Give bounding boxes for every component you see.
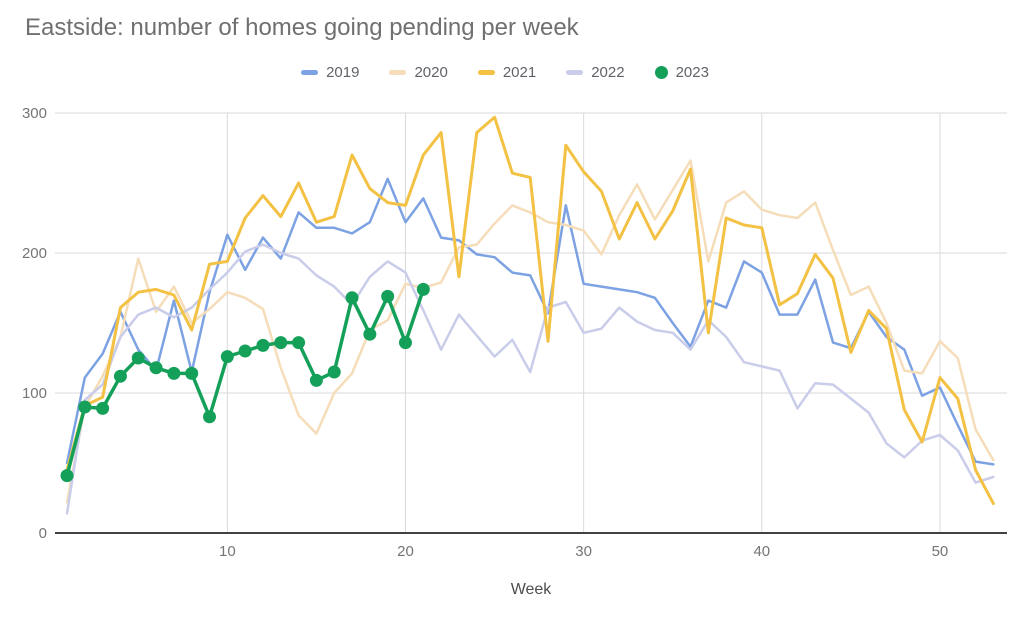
data-point-2023-week-4 [113,369,127,383]
legend-label-2019: 2019 [326,64,360,81]
data-point-2023-week-13 [274,336,288,350]
series-line-2021 [65,115,995,506]
data-point-2023-week-1 [60,469,74,483]
data-point-2023-week-17 [345,291,359,305]
y-tick-label-300: 300 [22,105,47,122]
data-point-2023-week-10 [220,350,234,364]
legend-swatch-2022 [566,70,584,75]
legend-item-2021: 2021 [477,64,537,81]
x-tick-label-50: 50 [932,543,949,560]
data-point-2023-week-8 [185,366,199,380]
x-tick-label-10: 10 [219,543,236,560]
series-line-2020 [65,159,995,504]
legend-swatch-2021 [477,70,495,75]
data-point-2023-week-15 [309,373,323,387]
legend-item-2023: 2023 [654,64,709,81]
legend-swatch-2023 [654,66,668,79]
x-tick-label-20: 20 [397,543,414,560]
data-point-2023-week-6 [149,361,163,375]
x-tick-label-30: 30 [575,543,592,560]
legend: 2019 2020 2021 2022 2023 [0,64,1010,81]
legend-item-2019: 2019 [301,64,359,81]
y-tick-label-200: 200 [22,245,47,262]
legend-label-2022: 2022 [591,64,625,81]
data-point-2023-week-16 [327,365,341,379]
data-point-2023-week-11 [238,344,252,358]
legend-item-2020: 2020 [389,64,448,81]
legend-swatch-2020 [389,70,407,75]
legend-item-2022: 2022 [566,64,625,81]
legend-label-2023: 2023 [675,64,709,81]
y-tick-label-0: 0 [39,525,47,542]
data-point-2023-week-3 [96,401,110,415]
legend-label-2021: 2021 [502,64,537,81]
x-axis-title: Week [510,581,552,598]
data-point-2023-week-9 [203,410,217,424]
data-point-2023-week-7 [167,366,181,380]
data-point-2023-week-2 [78,400,92,414]
data-point-2023-week-18 [363,327,377,341]
data-point-2023-week-21 [416,282,430,296]
chart-title: Eastside: number of homes going pending … [25,14,579,41]
x-tick-label-40: 40 [753,543,770,560]
data-point-2023-week-12 [256,338,270,352]
data-point-2023-week-14 [292,336,306,350]
data-point-2023-week-20 [398,336,412,350]
y-tick-label-100: 100 [22,385,47,402]
data-point-2023-week-5 [131,351,145,365]
series-line-2019 [65,177,995,466]
legend-label-2020: 2020 [414,64,448,81]
data-point-2023-week-19 [381,289,395,303]
series-line-2022 [65,243,995,515]
legend-swatch-2019 [301,70,319,75]
